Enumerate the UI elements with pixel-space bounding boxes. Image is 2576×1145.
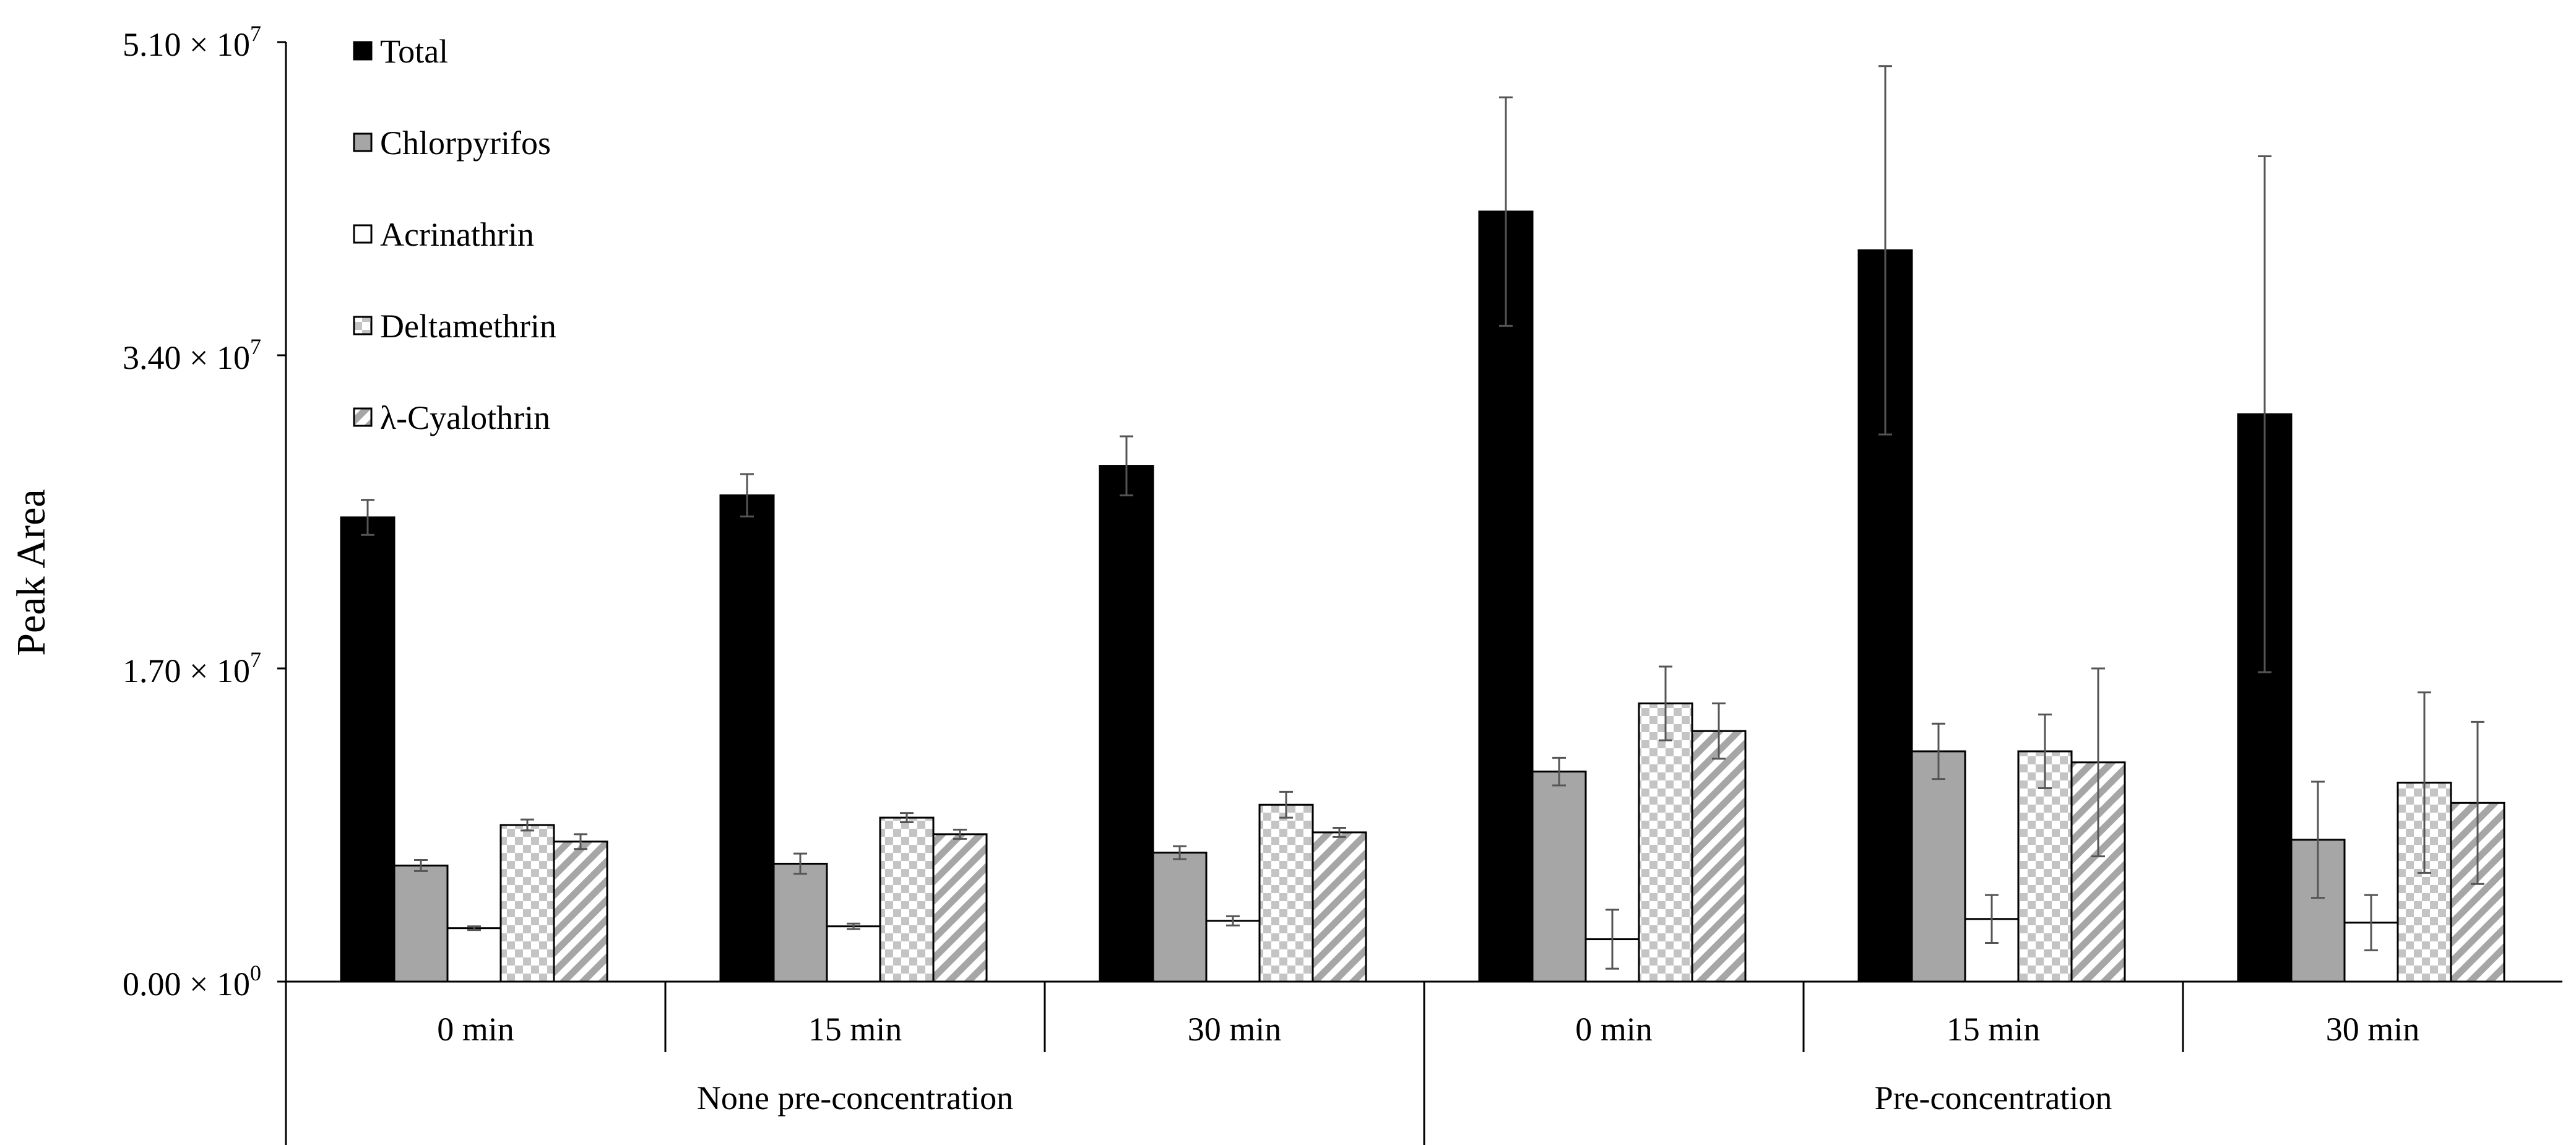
error-bar <box>2364 894 2378 951</box>
error-bar <box>1985 894 1999 944</box>
bar-deltamethrin <box>2017 750 2073 983</box>
legend-swatch <box>353 407 373 427</box>
bar-total <box>1099 465 1154 983</box>
bars <box>340 210 2505 983</box>
y-tick-label: 0.00 × 100 <box>123 961 261 1003</box>
bar-total <box>1478 210 1534 983</box>
bar-chlorpyrifos <box>1911 750 1966 983</box>
legend-swatch <box>353 41 373 61</box>
y-tick-label: 5.10 × 107 <box>123 21 261 63</box>
legend-item: λ-Cyalothrin <box>353 399 550 436</box>
error-bar <box>2311 780 2325 899</box>
bar-acrinathrin <box>1205 920 1261 983</box>
category-label: 15 min <box>1947 1011 2041 1048</box>
bar-chlorpyrifos <box>1531 771 1587 983</box>
axes <box>277 41 2562 1145</box>
bar-cyalothrin <box>1691 730 1747 983</box>
legend-label: Total <box>380 33 448 70</box>
error-bar <box>2038 713 2052 789</box>
error-bar <box>2418 691 2431 874</box>
group-label: None pre-concentration <box>697 1079 1013 1117</box>
error-bar <box>953 828 967 840</box>
category-label: 30 min <box>1188 1011 1282 1048</box>
legend-item: Deltamethrin <box>353 308 556 345</box>
error-bar <box>1499 96 1513 327</box>
bar-cyalothrin <box>1312 831 1367 983</box>
error-bars <box>361 65 2484 970</box>
legend-label: Deltamethrin <box>380 308 556 345</box>
category-labels: 0 min 15 min 30 min 0 min 15 min 30 min <box>437 1011 2419 1048</box>
y-tick-label: 1.70 × 107 <box>123 647 261 689</box>
bar-total <box>719 494 775 983</box>
legend-swatch <box>353 316 373 335</box>
legend: Total Chlorpyrifos Acrinathrin Deltamethrin… <box>353 33 556 436</box>
y-tick-labels: 0.00 × 100 1.70 × 107 3.40 × 107 5.10 × 107 <box>123 21 261 1003</box>
bar-chlorpyrifos <box>772 863 828 983</box>
error-bar <box>1606 909 1619 970</box>
error-bar <box>2091 667 2105 858</box>
legend-label: Chlorpyrifos <box>380 124 551 162</box>
error-bar <box>361 499 374 536</box>
group-label: Pre-concentration <box>1875 1079 2112 1117</box>
legend-label: λ-Cyalothrin <box>380 399 550 436</box>
error-bar <box>2258 155 2271 673</box>
y-tick-label: 3.40 × 107 <box>123 334 261 376</box>
bar-acrinathrin <box>446 927 502 983</box>
error-bar <box>1279 790 1293 819</box>
bar-deltamethrin <box>499 824 555 983</box>
legend-item: Acrinathrin <box>353 216 534 253</box>
error-bar <box>1173 845 1186 860</box>
bar-cyalothrin <box>553 840 608 983</box>
legend-swatch <box>353 224 373 244</box>
error-bar <box>1659 665 1672 741</box>
legend-item: Chlorpyrifos <box>353 124 551 162</box>
error-bar <box>740 473 754 517</box>
error-bar <box>574 833 587 850</box>
bar-total <box>340 516 395 983</box>
bar-deltamethrin <box>1638 702 1693 983</box>
category-label: 0 min <box>437 1011 514 1048</box>
error-bar <box>521 818 534 832</box>
legend-label: Acrinathrin <box>380 216 534 253</box>
error-bar <box>793 852 807 875</box>
error-bar <box>467 925 481 931</box>
error-bar <box>1333 826 1346 838</box>
error-bar <box>1552 756 1566 787</box>
bar-cyalothrin <box>932 833 988 983</box>
category-label: 15 min <box>808 1011 902 1048</box>
legend-swatch <box>353 132 373 152</box>
error-bar <box>2471 720 2484 885</box>
category-label: 0 min <box>1575 1011 1653 1048</box>
bar-chlorpyrifos <box>393 864 449 983</box>
group-labels: None pre-concentration Pre-concentration <box>697 1079 2112 1117</box>
bar-deltamethrin <box>879 816 935 983</box>
bar-chlorpyrifos <box>1152 852 1208 983</box>
error-bar <box>1878 65 1892 436</box>
bar-deltamethrin <box>1258 803 1314 983</box>
category-label: 30 min <box>2326 1011 2420 1048</box>
y-axis-title: Peak Area <box>9 489 54 655</box>
error-bar <box>1120 435 1133 496</box>
error-bar <box>414 859 428 872</box>
error-bar <box>900 812 914 824</box>
error-bar <box>1932 722 1945 780</box>
legend-item: Total <box>353 33 448 70</box>
error-bar <box>847 922 860 930</box>
error-bar <box>1226 915 1240 927</box>
error-bar <box>1712 702 1726 760</box>
bar-acrinathrin <box>826 925 881 983</box>
